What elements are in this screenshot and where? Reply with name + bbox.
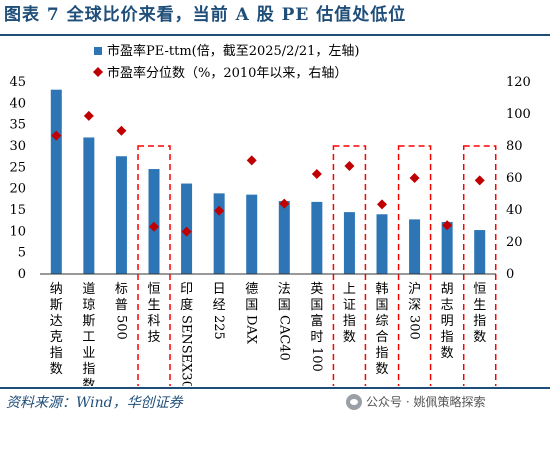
- category-label: 胡志明指数: [441, 282, 454, 361]
- category-label-rotated: CAC40: [276, 315, 291, 361]
- category-label-rotated: 225: [211, 315, 226, 340]
- category-label: 标普: [115, 282, 128, 313]
- right-tick-label: 40: [506, 203, 523, 218]
- category-label-rotated: 500: [113, 315, 128, 340]
- highlight-box: [462, 145, 497, 386]
- category-label: 上证指数: [343, 282, 356, 345]
- bar: [50, 89, 62, 275]
- left-axis-ticks: 0 5 10 15 20 25 30 35 40 45: [9, 75, 26, 282]
- percentile-marker: [377, 199, 387, 210]
- title-divider: [0, 34, 550, 36]
- category-label: 恒生科技: [147, 282, 160, 345]
- category-label: 印度: [180, 282, 193, 313]
- percentile-marker: [246, 155, 257, 166]
- category-label-rotated: DAX: [244, 315, 259, 345]
- legend-bar-label: 市盈率PE-ttm(倍，截至2025/2/21，左轴): [107, 43, 359, 59]
- bar: [148, 169, 160, 274]
- category-label: 纳斯达克指数: [50, 282, 63, 377]
- highlight-box: [332, 145, 367, 386]
- bar-series: [50, 89, 486, 275]
- right-tick-label: 120: [506, 75, 531, 90]
- left-tick-label: 15: [9, 203, 26, 218]
- right-tick-label: 100: [506, 107, 531, 122]
- watermark: 公众号 · 姚佩策略探索: [346, 393, 485, 410]
- percentile-marker: [344, 161, 355, 171]
- left-tick-label: 20: [9, 182, 26, 197]
- category-label-rotated: 100: [309, 347, 324, 372]
- category-label-rotated: 300: [407, 315, 422, 340]
- category-label: 德国: [245, 282, 258, 313]
- right-tick-label: 60: [506, 171, 523, 186]
- percentile-marker: [116, 125, 127, 136]
- marker-series: [51, 110, 485, 237]
- bar: [213, 193, 225, 274]
- highlight-box: [137, 145, 171, 386]
- bar: [441, 221, 453, 274]
- category-label: 英国富时: [310, 282, 323, 345]
- legend-bar-swatch: [94, 47, 102, 55]
- left-tick-label: 40: [9, 96, 26, 111]
- left-tick-label: 30: [9, 139, 26, 154]
- left-tick-label: 35: [9, 118, 26, 133]
- left-tick-label: 25: [9, 160, 26, 175]
- bar: [83, 137, 95, 274]
- source-divider: [0, 387, 550, 389]
- right-tick-label: 0: [506, 267, 514, 282]
- percentile-marker: [409, 173, 420, 183]
- source-note: 资料来源：Wind，华创证券: [6, 395, 183, 411]
- right-tick-label: 80: [506, 139, 523, 154]
- legend: 市盈率PE-ttm(倍，截至2025/2/21，左轴) 市盈率分位数（%，201…: [93, 43, 359, 81]
- percentile-marker: [311, 169, 322, 179]
- category-label: 法国: [278, 282, 291, 313]
- wechat-icon: [346, 393, 362, 410]
- percentile-marker: [474, 175, 485, 186]
- percentile-marker: [83, 110, 94, 121]
- right-axis-ticks: 0 20 40 60 80 100 120: [506, 75, 531, 282]
- bar: [278, 201, 290, 274]
- category-label: 道琼斯工业指数: [82, 282, 95, 386]
- percentile-marker: [442, 220, 453, 231]
- percentile-marker: [214, 205, 225, 216]
- bar: [246, 194, 258, 274]
- left-tick-label: 45: [9, 75, 26, 90]
- bar: [474, 230, 486, 274]
- category-label: 日经: [213, 282, 226, 313]
- category-label: 韩国综合指数: [375, 282, 388, 377]
- category-label-rotated: SENSEX30: [179, 315, 194, 386]
- bar: [409, 219, 421, 274]
- bar: [343, 212, 355, 274]
- left-tick-label: 0: [18, 267, 26, 282]
- bar: [376, 214, 388, 274]
- legend-marker-label: 市盈率分位数（%，2010年以来，右轴）: [107, 65, 347, 81]
- left-tick-label: 10: [9, 224, 26, 239]
- category-label: 沪深: [408, 281, 421, 313]
- percentile-marker: [181, 226, 192, 237]
- left-tick-label: 5: [18, 246, 26, 261]
- right-tick-label: 20: [506, 235, 523, 250]
- highlight-box: [397, 145, 432, 386]
- highlight-boxes: [137, 145, 497, 386]
- page-title: 图表 7 全球比价来看，当前 A 股 PE 估值处低位: [4, 5, 407, 25]
- chart: 市盈率PE-ttm(倍，截至2025/2/21，左轴) 市盈率分位数（%，201…: [9, 43, 531, 386]
- bar: [311, 201, 323, 274]
- percentile-marker: [51, 130, 62, 141]
- category-labels: 纳斯达克指数 道琼斯工业指数 标普 500 恒生科技 印度 SENSEX30 日经 225 德国D…: [50, 281, 486, 386]
- percentile-marker: [279, 198, 290, 209]
- bar: [115, 156, 127, 274]
- percentile-marker: [149, 221, 159, 232]
- legend-marker-swatch: [93, 67, 103, 77]
- watermark-text: 公众号 · 姚佩策略探索: [366, 395, 486, 409]
- category-label: 恒生指数: [473, 282, 486, 345]
